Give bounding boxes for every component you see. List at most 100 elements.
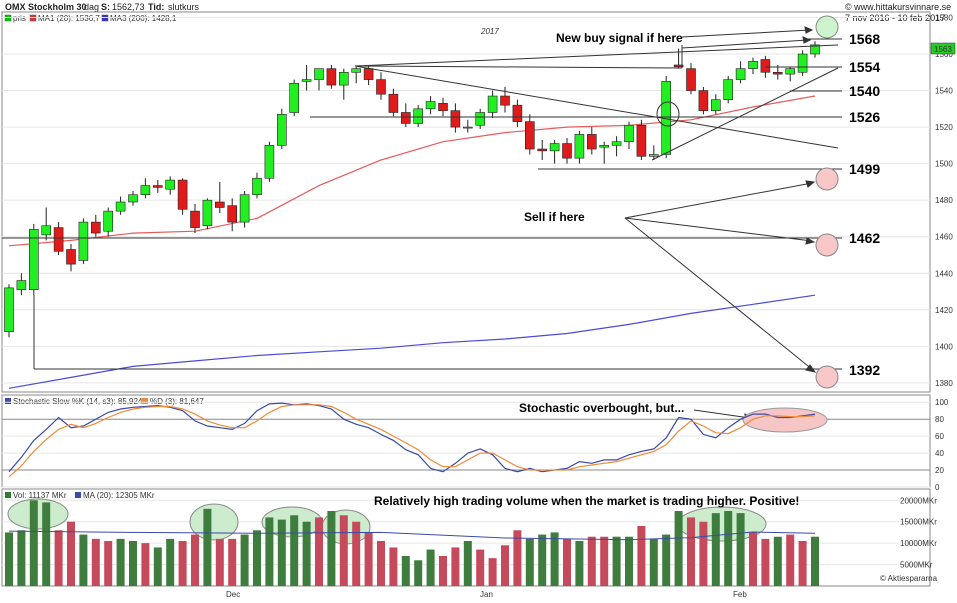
candle <box>574 130 585 164</box>
candle-body <box>438 103 448 111</box>
target-circle-buy <box>815 15 839 39</box>
candle <box>388 88 399 117</box>
volume-legend: Vol: 11137 MKr MA (20): 12305 MKr <box>5 491 155 500</box>
volume-ma <box>8 530 816 541</box>
candle <box>636 119 647 160</box>
candle <box>537 139 548 160</box>
volume-bar <box>649 538 658 586</box>
candle <box>512 99 523 128</box>
ma3-line <box>8 294 816 389</box>
candle <box>177 178 188 215</box>
candle-body <box>686 68 696 91</box>
upper-channel-line <box>354 44 839 67</box>
candle <box>376 72 386 100</box>
arrow-sell-1462-head <box>805 237 816 245</box>
candle <box>797 50 808 76</box>
vol-highlight-1 <box>7 498 69 530</box>
candle <box>16 273 27 296</box>
candle-body <box>153 185 163 188</box>
last-price-badge-bg <box>930 42 956 55</box>
price-tick-label: 1540 <box>935 87 953 96</box>
volume-bar <box>277 519 286 586</box>
candle <box>710 94 721 115</box>
candle-body <box>475 112 486 126</box>
volume-bar <box>711 513 720 586</box>
arrow-buy-1 <box>681 29 811 38</box>
candle <box>28 223 39 296</box>
volume-bar <box>724 511 733 586</box>
candle-body <box>698 90 709 111</box>
candle <box>326 64 337 89</box>
arrow-stochastic <box>693 409 751 419</box>
price-tick-label: 1380 <box>935 379 953 388</box>
stoch-d-line <box>8 404 816 478</box>
candle <box>78 218 89 265</box>
candle-body <box>400 112 411 124</box>
candle-body <box>810 44 820 55</box>
volume-bar <box>91 538 100 586</box>
candle-body <box>338 71 349 86</box>
candle <box>289 79 300 117</box>
candle <box>586 127 597 155</box>
volume-bar <box>563 538 571 586</box>
volume-bar <box>191 534 199 586</box>
candle <box>190 203 200 234</box>
candle-body <box>115 201 126 212</box>
last-price-value: 1562,73 <box>112 2 145 12</box>
uptrend-line <box>651 67 839 161</box>
volume-bar <box>116 538 125 586</box>
volume-bar <box>79 534 88 586</box>
candle-body <box>140 185 151 195</box>
candle-body <box>450 110 461 128</box>
candle <box>562 138 572 164</box>
volume-bar <box>104 541 113 586</box>
vol-swatch <box>5 492 11 498</box>
level-label-1499: 1499 <box>849 161 880 177</box>
candle <box>314 68 324 91</box>
level-label-1568: 1568 <box>849 31 880 47</box>
target-markers <box>656 15 839 389</box>
arrow-buy-2 <box>681 39 809 49</box>
candle <box>41 207 52 241</box>
arrow-sell-1462 <box>624 217 813 242</box>
vol-legend: Vol: 11137 MKr <box>13 491 67 500</box>
volume-bar <box>5 532 13 586</box>
candle <box>462 119 473 133</box>
candle <box>475 108 486 129</box>
candle-body <box>103 210 113 232</box>
ma1-line <box>8 95 816 247</box>
arrow-buy-1-head <box>804 26 814 34</box>
level-label-1462: 1462 <box>849 230 880 246</box>
volume-bar <box>550 532 559 586</box>
volume-bar <box>414 560 423 586</box>
candle <box>686 63 696 95</box>
candle <box>115 196 126 215</box>
legend-swatch-price <box>4 14 12 22</box>
stoch-tick-label: 80 <box>935 415 944 424</box>
volume-bar <box>178 541 187 586</box>
stoch-tick-label: 60 <box>935 432 944 441</box>
candle-body <box>190 210 200 228</box>
volume-bar <box>426 549 435 586</box>
candle-body <box>239 194 250 223</box>
stochastic-note: Stochastic overbought, but... <box>519 401 684 415</box>
volume-bar <box>674 511 683 586</box>
candle <box>524 114 535 155</box>
last-price-badge-text: 1563 <box>934 45 952 54</box>
candle-body <box>264 145 275 179</box>
price-tick-label: 1520 <box>935 123 953 132</box>
candle-body <box>562 143 572 159</box>
candle-body <box>289 82 300 113</box>
price-legend: pris MA1 (20): 1536,7 MA3 (200): 1428,1 <box>4 14 177 23</box>
candle-body <box>91 221 101 234</box>
period-label: dag <box>84 2 99 12</box>
stoch-k-swatch <box>5 398 11 404</box>
candle <box>91 214 101 237</box>
volume-bar <box>67 521 75 586</box>
level-label-1540: 1540 <box>849 83 880 99</box>
target-circle-1392 <box>815 365 839 389</box>
candle-body <box>425 101 436 110</box>
candle-body <box>599 145 610 148</box>
candle-body <box>574 134 585 159</box>
breakout-circle <box>656 101 680 127</box>
